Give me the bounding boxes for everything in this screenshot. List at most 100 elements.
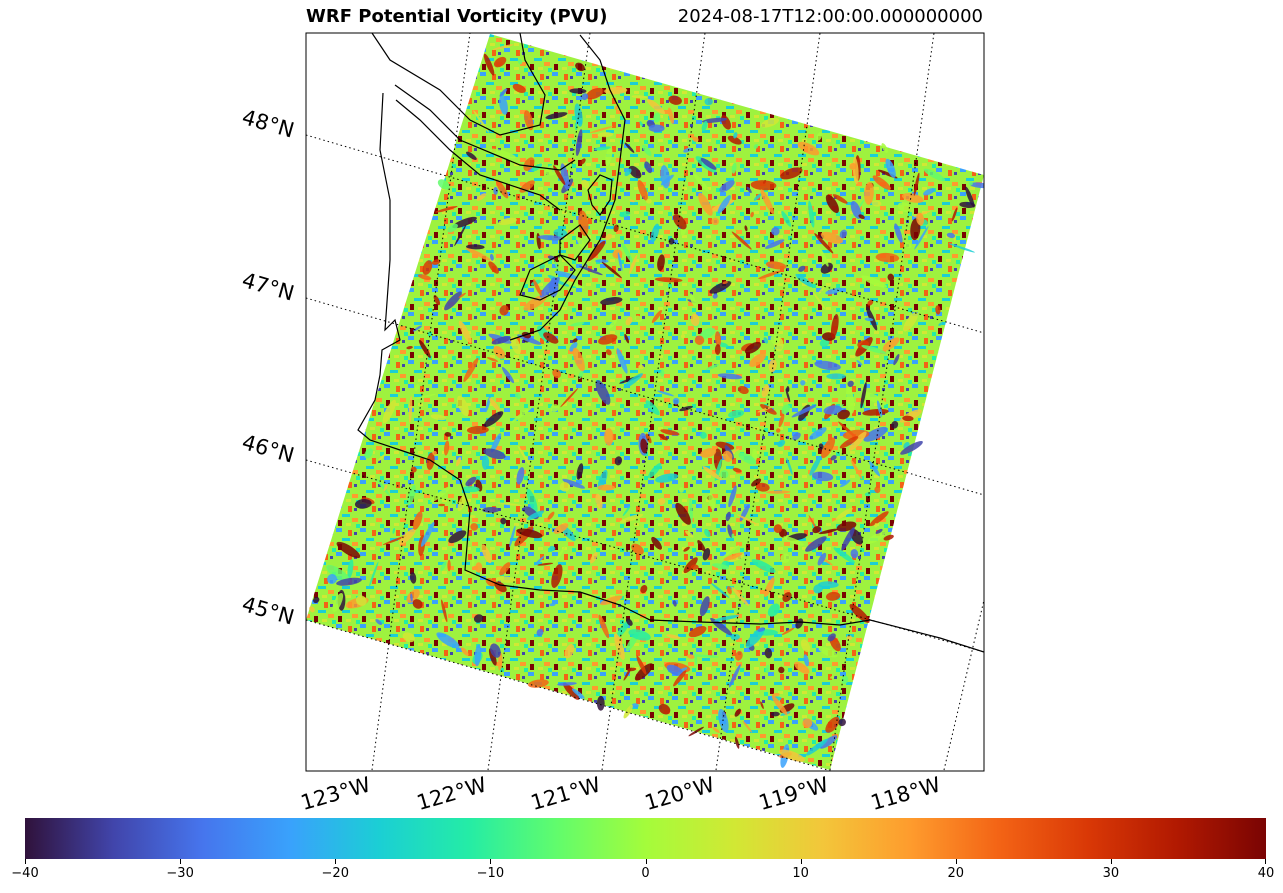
- pv-anomaly: [755, 482, 770, 492]
- pv-anomaly: [470, 523, 479, 531]
- pv-anomaly: [697, 539, 706, 552]
- pv-anomaly: [856, 359, 863, 366]
- pv-anomaly: [727, 524, 733, 538]
- pv-anomaly: [814, 233, 834, 254]
- pv-anomaly: [765, 261, 787, 270]
- pv-anomaly: [768, 359, 777, 373]
- pv-anomaly: [629, 254, 638, 274]
- pv-anomaly: [797, 141, 820, 156]
- pv-anomaly: [771, 695, 788, 716]
- chart-title: WRF Potential Vorticity (PVU): [306, 6, 608, 27]
- pv-anomaly: [409, 572, 417, 584]
- pv-anomaly: [447, 223, 458, 233]
- pv-anomaly: [499, 562, 511, 576]
- pv-anomaly: [462, 486, 480, 493]
- pv-anomaly: [660, 174, 674, 186]
- pv-anomaly: [712, 727, 720, 733]
- pv-anomaly: [722, 281, 728, 285]
- pv-anomaly: [475, 562, 483, 573]
- pv-anomaly: [436, 632, 460, 649]
- pv-anomaly: [640, 438, 648, 454]
- pv-anomaly: [624, 333, 630, 344]
- pv-anomaly: [764, 577, 775, 597]
- pv-anomaly: [495, 576, 517, 583]
- pv-anomaly: [650, 223, 660, 243]
- pv-anomaly: [819, 338, 830, 347]
- pv-anomaly: [688, 726, 704, 737]
- pv-anomaly: [868, 460, 880, 477]
- pv-anomaly: [517, 334, 542, 345]
- pv-anomaly: [679, 405, 693, 412]
- pv-anomaly: [883, 534, 894, 541]
- pv-anomaly: [767, 603, 780, 617]
- pv-anomaly: [725, 511, 731, 522]
- colorbar-tick: [180, 859, 182, 864]
- pv-anomaly: [524, 110, 534, 131]
- pv-anomaly: [498, 217, 517, 226]
- pv-anomaly: [700, 158, 717, 170]
- pv-anomaly: [758, 270, 782, 280]
- pv-anomaly: [751, 559, 776, 573]
- colorbar-tick: [645, 859, 647, 864]
- pv-anomaly: [392, 527, 396, 534]
- pv-anomaly: [850, 459, 863, 479]
- pv-anomaly: [433, 294, 441, 306]
- pv-anomaly: [572, 338, 578, 343]
- pv-anomaly: [558, 278, 585, 289]
- colorbar-tick-label: −10: [476, 866, 505, 881]
- gridline: [943, 599, 984, 771]
- pv-anomaly: [383, 484, 388, 492]
- pv-anomaly: [800, 639, 811, 653]
- pv-anomaly: [614, 633, 625, 660]
- pv-anomaly: [874, 523, 878, 528]
- pv-anomaly: [757, 406, 772, 413]
- pv-anomaly: [516, 528, 543, 539]
- pv-anomaly: [861, 345, 887, 354]
- pv-anomaly: [809, 455, 822, 476]
- pv-anomaly: [493, 187, 498, 195]
- pv-anomaly: [690, 313, 700, 327]
- pv-anomaly: [765, 239, 785, 249]
- pv-anomaly: [327, 574, 337, 584]
- pv-anomaly: [860, 381, 867, 409]
- pv-anomaly: [714, 344, 721, 355]
- pv-anomaly: [309, 606, 315, 613]
- pv-anomaly: [605, 146, 613, 167]
- pv-anomaly: [511, 406, 533, 423]
- pv-anomaly: [597, 484, 615, 491]
- pv-anomaly: [577, 236, 585, 249]
- pv-anomaly: [636, 655, 647, 675]
- pv-anomaly: [574, 103, 583, 127]
- pv-anomaly: [694, 335, 705, 345]
- pv-anomaly: [516, 467, 525, 485]
- pv-anomaly: [771, 227, 780, 236]
- pv-anomaly: [867, 299, 874, 306]
- pv-anomaly: [902, 415, 914, 422]
- pv-anomaly: [597, 469, 608, 490]
- pv-anomaly: [728, 409, 745, 419]
- pv-anomaly: [887, 273, 895, 282]
- pv-anomaly: [622, 506, 631, 517]
- pv-anomaly: [398, 528, 416, 545]
- pv-anomaly: [648, 124, 665, 133]
- pv-anomaly: [738, 452, 757, 465]
- pv-anomaly: [726, 586, 732, 595]
- pv-anomaly: [775, 428, 781, 433]
- pv-anomaly: [719, 180, 735, 193]
- pv-anomaly: [814, 360, 841, 371]
- pv-anomaly: [760, 404, 777, 415]
- pv-anomaly: [509, 525, 516, 548]
- pv-anomaly: [891, 420, 899, 429]
- pv-anomaly: [745, 628, 765, 648]
- pv-anomaly: [840, 479, 851, 488]
- pv-anomaly: [742, 720, 753, 733]
- pv-anomaly: [847, 380, 854, 387]
- pv-anomaly: [657, 254, 665, 272]
- pv-anomaly: [923, 188, 935, 196]
- gridline: [306, 297, 984, 496]
- pv-anomaly: [744, 341, 762, 354]
- pv-anomaly: [438, 503, 446, 507]
- pv-anomaly: [412, 599, 423, 609]
- pv-anomaly: [598, 334, 618, 345]
- pv-anomaly: [646, 198, 652, 204]
